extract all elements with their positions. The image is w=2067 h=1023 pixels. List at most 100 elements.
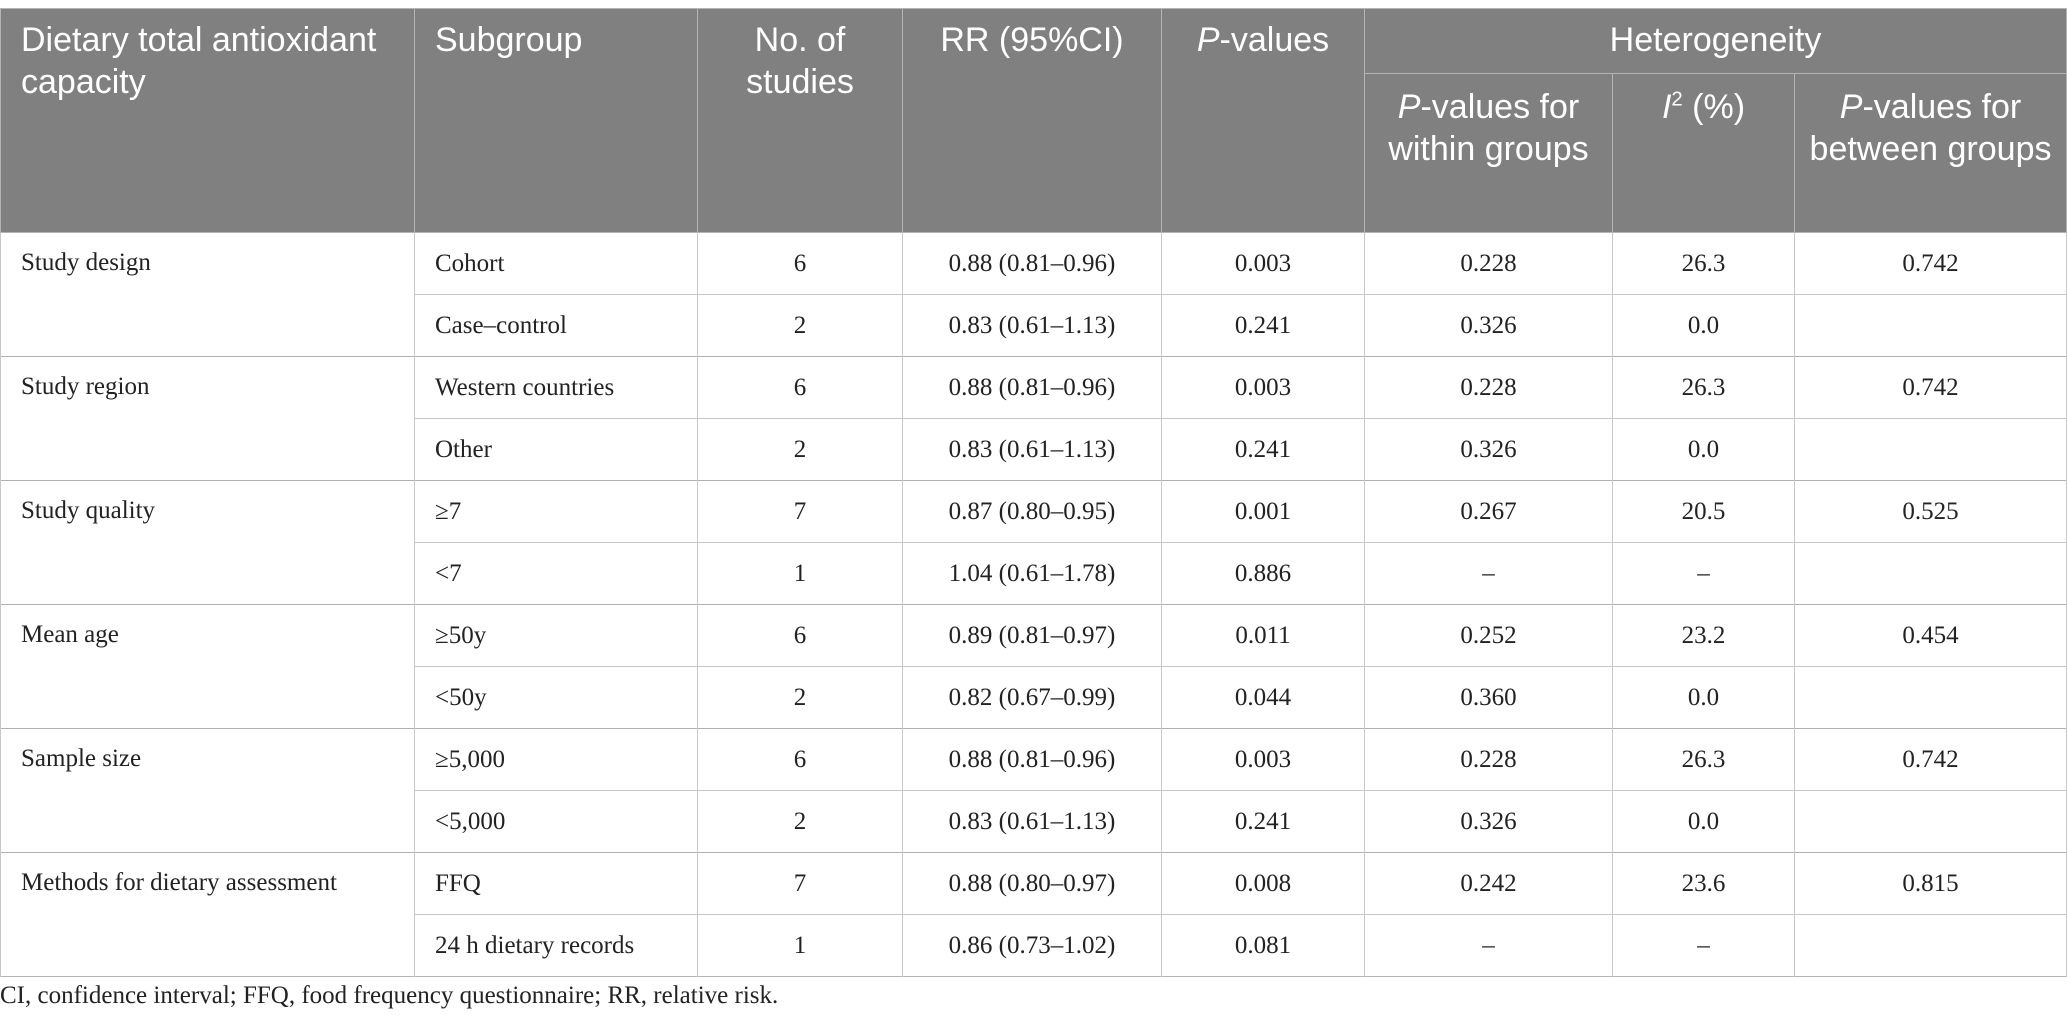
group-name: Study region [0, 356, 415, 481]
header-no-of-studies: No. of studies [697, 8, 903, 233]
i2-cell: 20.5 [1612, 480, 1795, 543]
rr-cell: 0.83 (0.61–1.13) [902, 418, 1162, 481]
group-name: Sample size [0, 728, 415, 853]
header-p-between-label: -values for between groups [1809, 88, 2052, 168]
subgroup-cell: 24 h dietary records [414, 914, 698, 977]
table-row: Case–control 2 0.83 (0.61–1.13) 0.241 0.… [1, 294, 2067, 357]
header-heterogeneity: Heterogeneity [1363, 8, 2067, 74]
table-container: Dietary total antioxidant capacity Subgr… [0, 8, 2067, 977]
p-between-cell: 0.454 [1793, 604, 2067, 667]
header-p-between: P-values for between groups [1793, 73, 2067, 233]
studies-cell: 2 [697, 790, 903, 853]
studies-cell: 6 [697, 232, 903, 295]
header-p-within-italic: P [1397, 88, 1421, 126]
p-between-cell: 0.742 [1793, 728, 2067, 791]
studies-cell: 1 [697, 914, 903, 977]
group-name: Study design [0, 232, 415, 357]
rr-cell: 0.88 (0.80–0.97) [902, 852, 1162, 915]
table-row: <50y 2 0.82 (0.67–0.99) 0.044 0.360 0.0 [1, 666, 2067, 729]
p-value-cell: 0.886 [1161, 542, 1365, 605]
p-between-cell [1793, 542, 2067, 605]
rr-cell: 1.04 (0.61–1.78) [902, 542, 1162, 605]
studies-cell: 2 [697, 666, 903, 729]
p-within-cell: 0.326 [1364, 790, 1613, 853]
subgroup-cell: Other [414, 418, 698, 481]
header-p-within: P-values for within groups [1364, 73, 1613, 233]
header-p-values-label: -values [1219, 21, 1330, 59]
i2-cell: 26.3 [1612, 356, 1795, 419]
header-p-values: P-values [1161, 8, 1365, 233]
rr-cell: 0.89 (0.81–0.97) [902, 604, 1162, 667]
header-dietary-tac: Dietary total antioxidant capacity [0, 8, 415, 233]
table-row: Study region Western countries 6 0.88 (0… [0, 356, 2067, 481]
rr-cell: 0.82 (0.67–0.99) [902, 666, 1162, 729]
rr-cell: 0.86 (0.73–1.02) [902, 914, 1162, 977]
i2-cell: 23.6 [1612, 852, 1795, 915]
p-value-cell: 0.044 [1161, 666, 1365, 729]
p-value-cell: 0.241 [1161, 790, 1365, 853]
studies-cell: 1 [697, 542, 903, 605]
p-between-cell: 0.525 [1793, 480, 2067, 543]
table-row: Sample size ≥5,000 6 0.88 (0.81–0.96) 0.… [0, 728, 2067, 853]
p-within-cell: 0.360 [1364, 666, 1613, 729]
header-rr-ci-label: RR (95%CI) [940, 21, 1124, 59]
table-row: Study design Cohort 6 0.88 (0.81–0.96) 0… [0, 232, 2067, 357]
header-subgroup-label: Subgroup [435, 21, 583, 59]
table-row: <7 1 1.04 (0.61–1.78) 0.886 – – [1, 542, 2067, 605]
p-between-cell: 0.815 [1793, 852, 2067, 915]
header-rr-ci: RR (95%CI) [902, 8, 1162, 233]
studies-cell: 2 [697, 294, 903, 357]
table-row: Other 2 0.83 (0.61–1.13) 0.241 0.326 0.0 [1, 418, 2067, 481]
group-name: Study quality [0, 480, 415, 605]
p-within-cell: 0.228 [1364, 728, 1613, 791]
p-within-cell: 0.326 [1364, 294, 1613, 357]
p-value-cell: 0.241 [1161, 418, 1365, 481]
group-name: Methods for dietary assessment [0, 852, 415, 977]
p-within-cell: 0.252 [1364, 604, 1613, 667]
table-row: Study quality ≥7 7 0.87 (0.80–0.95) 0.00… [0, 480, 2067, 605]
p-value-cell: 0.003 [1161, 232, 1365, 295]
p-value-cell: 0.003 [1161, 356, 1365, 419]
i2-cell: 0.0 [1612, 294, 1795, 357]
table-footnote: CI, confidence interval; FFQ, food frequ… [0, 982, 779, 1009]
table-row: Methods for dietary assessment FFQ 7 0.8… [0, 852, 2067, 977]
p-between-cell [1793, 418, 2067, 481]
subgroup-cell: Cohort [414, 232, 698, 295]
rr-cell: 0.87 (0.80–0.95) [902, 480, 1162, 543]
subgroup-cell: ≥5,000 [414, 728, 698, 791]
p-value-cell: 0.003 [1161, 728, 1365, 791]
table-header: Dietary total antioxidant capacity Subgr… [0, 8, 2067, 233]
p-between-cell [1793, 914, 2067, 977]
header-p-within-label: -values for within groups [1388, 88, 1589, 168]
rr-cell: 0.83 (0.61–1.13) [902, 790, 1162, 853]
studies-cell: 7 [697, 852, 903, 915]
header-p-values-italic: P [1196, 21, 1220, 59]
studies-cell: 6 [697, 728, 903, 791]
header-i2-label: (%) [1682, 88, 1746, 126]
rr-cell: 0.88 (0.81–0.96) [902, 232, 1162, 295]
p-within-cell: 0.267 [1364, 480, 1613, 543]
i2-cell: 0.0 [1612, 418, 1795, 481]
subgroup-cell: <50y [414, 666, 698, 729]
i2-cell: – [1612, 542, 1795, 605]
p-between-cell [1793, 790, 2067, 853]
i2-cell: – [1612, 914, 1795, 977]
p-within-cell: 0.228 [1364, 232, 1613, 295]
subgroup-cell: FFQ [414, 852, 698, 915]
p-within-cell: – [1364, 542, 1613, 605]
table-body: Study design Cohort 6 0.88 (0.81–0.96) 0… [0, 232, 2067, 977]
subgroup-analysis-table: Dietary total antioxidant capacity Subgr… [0, 8, 2067, 977]
header-i2: I2 (%) [1612, 73, 1795, 233]
subgroup-cell: Case–control [414, 294, 698, 357]
header-i2-italic: I [1661, 88, 1672, 126]
header-heterogeneity-label: Heterogeneity [1609, 21, 1822, 59]
i2-cell: 26.3 [1612, 728, 1795, 791]
p-within-cell: 0.228 [1364, 356, 1613, 419]
p-within-cell: 0.326 [1364, 418, 1613, 481]
header-p-between-italic: P [1839, 88, 1863, 126]
p-between-cell [1793, 666, 2067, 729]
subgroup-cell: <7 [414, 542, 698, 605]
p-value-cell: 0.008 [1161, 852, 1365, 915]
table-row: Mean age ≥50y 6 0.89 (0.81–0.97) 0.011 0… [0, 604, 2067, 729]
p-value-cell: 0.011 [1161, 604, 1365, 667]
